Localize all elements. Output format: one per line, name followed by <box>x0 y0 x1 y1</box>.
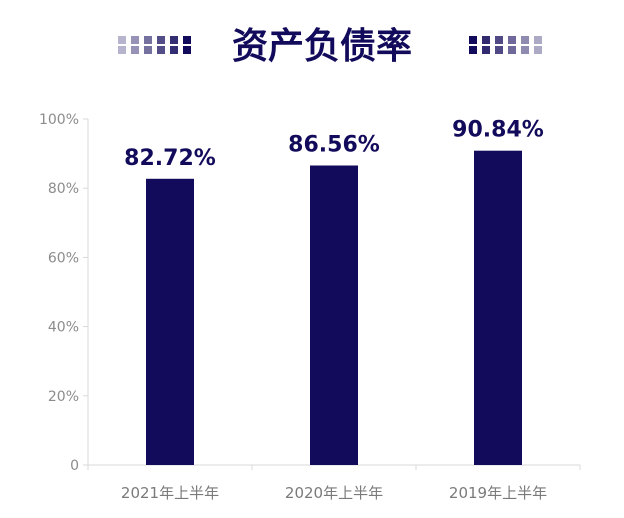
title-deco-square <box>183 46 191 54</box>
title-deco-square <box>157 46 165 54</box>
data-label: 90.84% <box>452 118 544 143</box>
chart-title: 资产负债率 <box>232 26 412 67</box>
data-label: 82.72% <box>124 146 216 171</box>
title-deco-square <box>534 46 542 54</box>
y-tick-label: 20% <box>48 389 79 405</box>
title-deco-square <box>534 36 542 44</box>
title-deco-square <box>170 36 178 44</box>
category-label: 2019年上半年 <box>449 484 547 502</box>
title-deco-square <box>469 36 477 44</box>
bar <box>310 165 358 466</box>
data-labels: 82.72% 86.56% 90.84% <box>124 118 544 171</box>
category-label: 2021年上半年 <box>121 484 219 502</box>
y-tick-label: 60% <box>48 250 79 266</box>
bars <box>146 150 522 466</box>
title-deco-square <box>144 46 152 54</box>
title-deco-square <box>508 36 516 44</box>
y-tick-label: 100% <box>39 112 79 128</box>
y-axis-ticks: 0 20% 40% 60% 80% 100% <box>39 112 88 474</box>
title-deco-square <box>495 46 503 54</box>
category-label: 2020年上半年 <box>285 484 383 502</box>
data-label: 86.56% <box>288 133 380 158</box>
title-deco-square <box>118 46 126 54</box>
title-deco-square <box>131 46 139 54</box>
title-deco-square <box>183 36 191 44</box>
title-deco-square <box>521 36 529 44</box>
title-deco-square <box>508 46 516 54</box>
title-deco-square <box>521 46 529 54</box>
bar <box>474 150 522 465</box>
title-deco-square <box>482 36 490 44</box>
title-deco-square <box>157 36 165 44</box>
title-deco-square <box>170 46 178 54</box>
bar <box>146 178 194 465</box>
title-deco-square <box>131 36 139 44</box>
y-tick-label: 0 <box>70 458 79 474</box>
title-deco-square <box>482 46 490 54</box>
title-deco-square <box>469 46 477 54</box>
y-tick-label: 40% <box>48 320 79 336</box>
title-decoration-right <box>469 36 542 54</box>
title-deco-square <box>495 36 503 44</box>
title-deco-square <box>144 36 152 44</box>
title-deco-square <box>118 36 126 44</box>
y-tick-label: 80% <box>48 181 79 197</box>
title-decoration-left <box>118 36 191 54</box>
category-labels: 2021年上半年 2020年上半年 2019年上半年 <box>121 484 547 502</box>
x-axis-ticks <box>87 465 581 470</box>
